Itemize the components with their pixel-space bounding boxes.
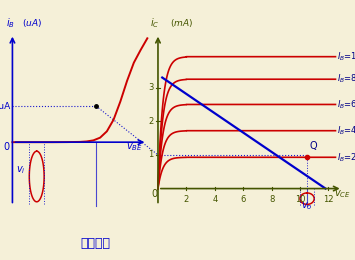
Text: 1: 1 xyxy=(148,151,153,159)
Text: $(uA)$: $(uA)$ xyxy=(22,17,42,29)
Text: 40uA: 40uA xyxy=(0,102,11,110)
Text: 8: 8 xyxy=(269,195,274,204)
Text: $I_B$=80uA: $I_B$=80uA xyxy=(337,73,355,86)
Text: 0: 0 xyxy=(3,142,9,152)
Text: $i_B$: $i_B$ xyxy=(6,16,15,30)
Text: $I_B$=60uA: $I_B$=60uA xyxy=(337,98,355,111)
Text: $i_C$: $i_C$ xyxy=(151,16,160,30)
Text: $v_i$: $v_i$ xyxy=(16,164,26,176)
Text: 截止失真: 截止失真 xyxy=(81,237,111,250)
Text: $I_B$=40uA: $I_B$=40uA xyxy=(337,125,355,137)
Text: 2: 2 xyxy=(148,117,153,126)
Text: $v_{CE}$: $v_{CE}$ xyxy=(334,188,351,200)
Text: 0: 0 xyxy=(151,189,158,199)
Text: 10: 10 xyxy=(295,195,305,204)
Text: 3: 3 xyxy=(148,83,153,92)
Text: $v_o$: $v_o$ xyxy=(301,200,313,212)
Text: 6: 6 xyxy=(240,195,246,204)
Text: 4: 4 xyxy=(212,195,217,204)
Text: $I_B$=20uA: $I_B$=20uA xyxy=(337,151,355,164)
Text: 2: 2 xyxy=(184,195,189,204)
Text: $v_{BE}$: $v_{BE}$ xyxy=(126,141,143,153)
Text: $(mA)$: $(mA)$ xyxy=(170,17,193,29)
Text: 12: 12 xyxy=(323,195,334,204)
Text: Q: Q xyxy=(310,141,317,151)
Text: $I_B$=100uA: $I_B$=100uA xyxy=(337,50,355,63)
